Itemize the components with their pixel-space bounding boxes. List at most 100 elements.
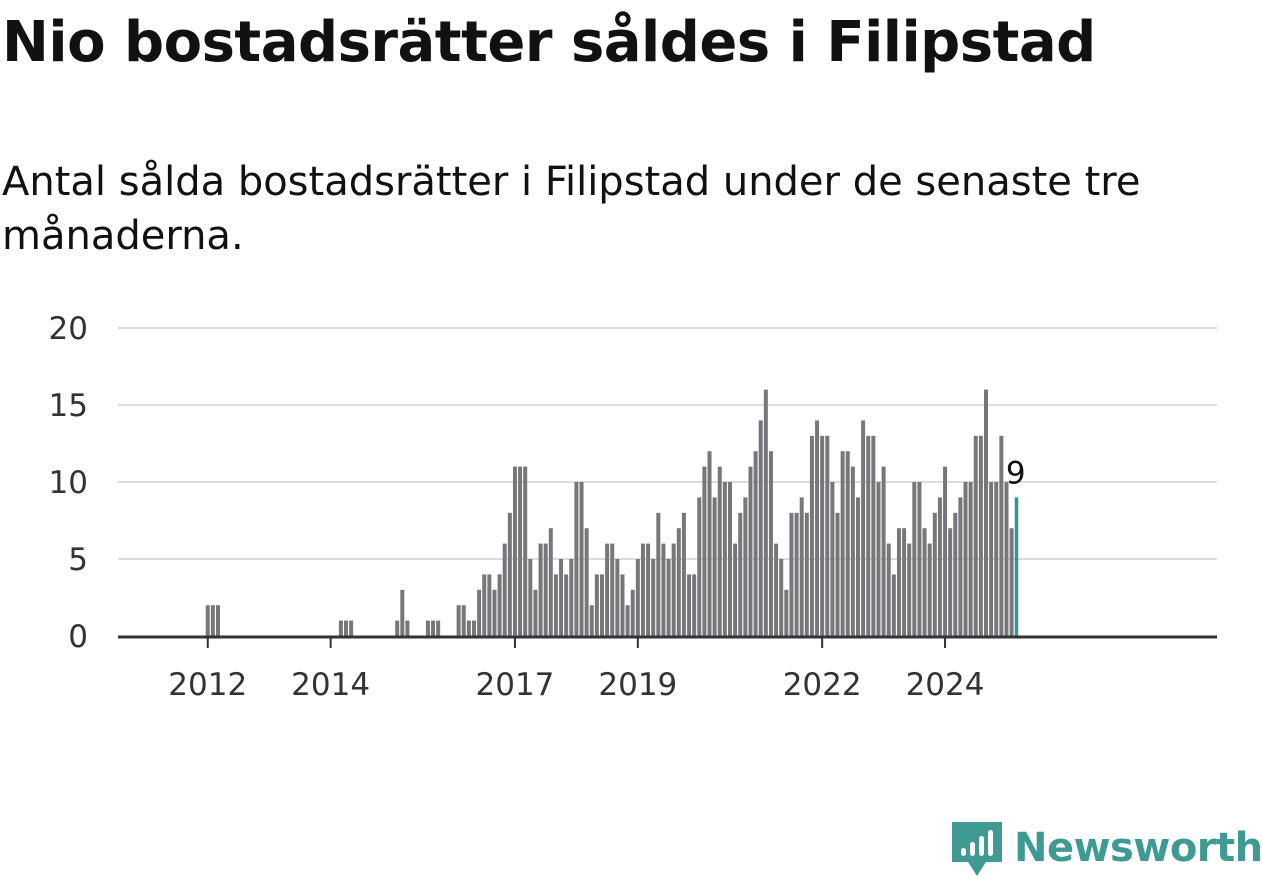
bar (210, 605, 215, 636)
x-tick-label: 2012 (168, 667, 247, 703)
bar (707, 451, 712, 636)
bar (692, 574, 697, 636)
chart-title: Nio bostadsrätter såldes i Filipstad (2, 10, 1096, 75)
bar (937, 497, 942, 636)
bar (405, 620, 410, 636)
bar (835, 512, 840, 636)
newsworthy-logo-icon (952, 822, 1002, 876)
bar (758, 420, 763, 636)
bar (902, 528, 907, 636)
bar (845, 451, 850, 636)
bar (856, 497, 860, 636)
bar (850, 466, 855, 636)
bar (896, 528, 901, 636)
bar (600, 574, 604, 636)
bar (574, 482, 579, 636)
bar (436, 620, 441, 636)
bar (528, 559, 533, 636)
bar (497, 574, 502, 636)
x-tick-label: 2024 (906, 667, 985, 703)
bar (738, 512, 743, 636)
bar (477, 589, 482, 636)
bar (748, 466, 753, 636)
bar (1009, 528, 1014, 636)
bar (559, 559, 564, 636)
bar (431, 620, 436, 636)
bar (702, 466, 707, 636)
bar (876, 482, 881, 636)
bar (671, 543, 676, 636)
x-tick-label: 2017 (476, 667, 555, 703)
bar (543, 543, 548, 636)
bar (948, 528, 953, 636)
x-tick-label: 2019 (598, 667, 677, 703)
bar (400, 589, 405, 636)
bar (881, 466, 886, 636)
bar (912, 482, 917, 636)
bar (779, 559, 784, 636)
bar (630, 589, 635, 636)
bar (768, 451, 773, 636)
y-tick-label: 20 (49, 311, 88, 347)
bar (569, 559, 574, 636)
bar (989, 482, 994, 636)
bar (661, 543, 666, 636)
bar (594, 574, 599, 636)
bar (953, 512, 958, 636)
bar (927, 543, 932, 636)
bar (789, 512, 794, 636)
bar (984, 389, 988, 636)
y-tick-label: 10 (49, 465, 88, 501)
bar (799, 497, 804, 636)
bar (712, 497, 717, 636)
bar (784, 589, 789, 636)
bar (507, 512, 512, 636)
bar (978, 435, 983, 636)
bar (425, 620, 430, 636)
bar (482, 574, 487, 636)
bar (763, 389, 768, 636)
bar (733, 543, 738, 636)
bar (907, 543, 912, 636)
bar (344, 620, 348, 636)
bar (666, 559, 671, 636)
bar (461, 605, 466, 636)
bar (584, 528, 589, 636)
grid-lines (118, 327, 1217, 560)
bar (830, 482, 835, 636)
bar (963, 482, 968, 636)
bar (656, 512, 661, 636)
x-tick-label: 2014 (291, 667, 370, 703)
bar (891, 574, 896, 636)
bar (512, 466, 517, 636)
bar (487, 574, 492, 636)
bar (774, 543, 779, 636)
bar (533, 589, 538, 636)
bar (456, 605, 461, 636)
bar (492, 589, 497, 636)
bar (687, 574, 692, 636)
bar (466, 620, 471, 636)
bar (620, 574, 625, 636)
bar (349, 620, 354, 636)
bar (815, 420, 820, 636)
bar (523, 466, 528, 636)
bar (753, 451, 758, 636)
bar (579, 482, 584, 636)
bar (958, 497, 963, 636)
bar (681, 512, 686, 636)
bar (538, 543, 543, 636)
bar (861, 420, 866, 636)
bar (518, 466, 523, 636)
y-tick-label: 15 (49, 388, 88, 424)
bar (728, 482, 732, 636)
bar (640, 543, 645, 636)
bar (205, 605, 210, 636)
bar (548, 528, 553, 636)
bar (651, 559, 656, 636)
chart-subtitle: Antal sålda bostadsrätter i Filipstad un… (2, 159, 1141, 259)
bar-chart: 0 5 10 15 20 9 2012 2014 2017 2019 2022 2024 (49, 311, 1217, 703)
bar (825, 435, 830, 636)
bar (697, 497, 702, 636)
bar (999, 435, 1004, 636)
